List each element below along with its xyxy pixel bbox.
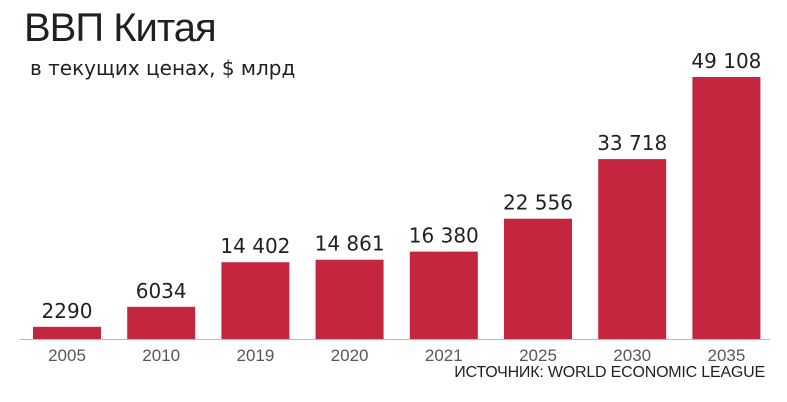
chart-subtitle: в текущих ценах, $ млрд xyxy=(30,56,296,80)
data-label-2030: 33 718 xyxy=(597,131,667,155)
data-label-2005: 2290 xyxy=(42,299,93,323)
data-label-2020: 14 861 xyxy=(315,232,385,256)
bar-2020 xyxy=(315,259,384,339)
x-tick-2005: 2005 xyxy=(48,346,86,365)
x-tick-2010: 2010 xyxy=(142,346,180,365)
bar-2021 xyxy=(409,251,478,339)
x-tick-2020: 2020 xyxy=(331,346,369,365)
x-tick-2030: 2030 xyxy=(613,346,651,365)
bar-2010 xyxy=(127,306,196,339)
data-label-2021: 16 380 xyxy=(409,224,479,248)
bar-2005 xyxy=(33,326,101,339)
bar-2035 xyxy=(692,77,761,339)
x-tick-2019: 2019 xyxy=(236,346,274,365)
data-label-2019: 14 402 xyxy=(220,234,290,258)
data-label-2025: 22 556 xyxy=(503,191,573,215)
x-tick-2025: 2025 xyxy=(519,346,557,365)
chart-source: ИСТОЧНИК: WORLD ECONOMIC LEAGUE xyxy=(454,364,765,381)
x-tick-2021: 2021 xyxy=(425,346,463,365)
bar-2030 xyxy=(598,159,667,339)
x-tick-2035: 2035 xyxy=(707,346,745,365)
bar-2019 xyxy=(221,262,290,339)
chart-title: ВВП Китая xyxy=(24,6,217,50)
data-label-2035: 49 108 xyxy=(691,49,761,73)
bar-2025 xyxy=(504,218,572,339)
data-label-2010: 6034 xyxy=(136,279,187,303)
